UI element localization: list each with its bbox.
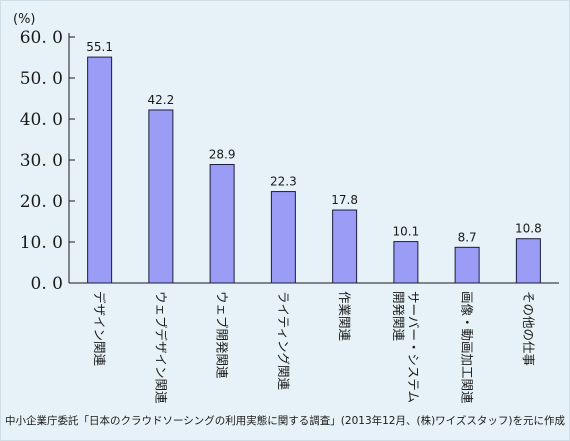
category-label: サーバー・システム [406, 291, 421, 403]
bar [454, 246, 480, 284]
category-label: その他の仕事 [521, 291, 536, 366]
y-tick-label: 30. 0 [20, 151, 63, 171]
bar-value-label: 17.8 [331, 193, 358, 207]
y-tick-label: 50. 0 [20, 69, 63, 89]
y-tick-label: 0. 0 [31, 274, 63, 294]
bar-value-label: 42.2 [148, 93, 175, 107]
bar [270, 191, 296, 284]
bars [87, 56, 541, 284]
y-ticks: 0. 0 10. 0 20. 0 30. 0 40. 0 50. 0 60. 0 [20, 28, 75, 294]
y-tick-label: 40. 0 [20, 110, 63, 130]
category-label: 開発関連 [391, 291, 406, 342]
bar [393, 241, 419, 284]
source-caption: 中小企業庁委託「日本のクラウドソーシングの利用実態に関する調査」(2013年12… [5, 415, 565, 427]
bar [87, 56, 113, 284]
category-label: ウェブ開発関連 [215, 291, 230, 379]
value-labels: 55.1 42.2 28.9 22.3 17.8 10.1 8.7 10.8 [86, 40, 541, 244]
bar-chart: (%) 0. 0 10. 0 20. 0 30. 0 40. 0 50. 0 60. 0 5… [13, 12, 559, 404]
category-label: 画像・動画加工関連 [460, 291, 475, 404]
bar-value-label: 10.1 [393, 225, 420, 239]
y-tick-label: 60. 0 [20, 28, 63, 48]
bar-value-label: 22.3 [270, 175, 297, 189]
bar-value-label: 10.8 [515, 222, 542, 236]
bar-value-label: 8.7 [458, 230, 477, 244]
category-label: 作業関連 [337, 291, 352, 342]
bar-value-label: 55.1 [86, 40, 113, 54]
bar [515, 238, 541, 284]
category-label: デザイン関連 [92, 291, 107, 367]
category-label: ウェブデザイン関連 [153, 291, 168, 404]
bar-value-label: 28.9 [209, 148, 236, 162]
y-unit-label: (%) [13, 12, 36, 27]
bar [209, 164, 235, 284]
y-tick-label: 20. 0 [20, 192, 63, 212]
category-labels: デザイン関連 ウェブデザイン関連 ウェブ開発関連 ライティング関連 作業関連 開発関連 サー… [92, 291, 536, 404]
bar [148, 109, 174, 284]
category-label: ライティング関連 [276, 291, 291, 391]
bar [332, 209, 358, 284]
y-tick-label: 10. 0 [20, 233, 63, 253]
